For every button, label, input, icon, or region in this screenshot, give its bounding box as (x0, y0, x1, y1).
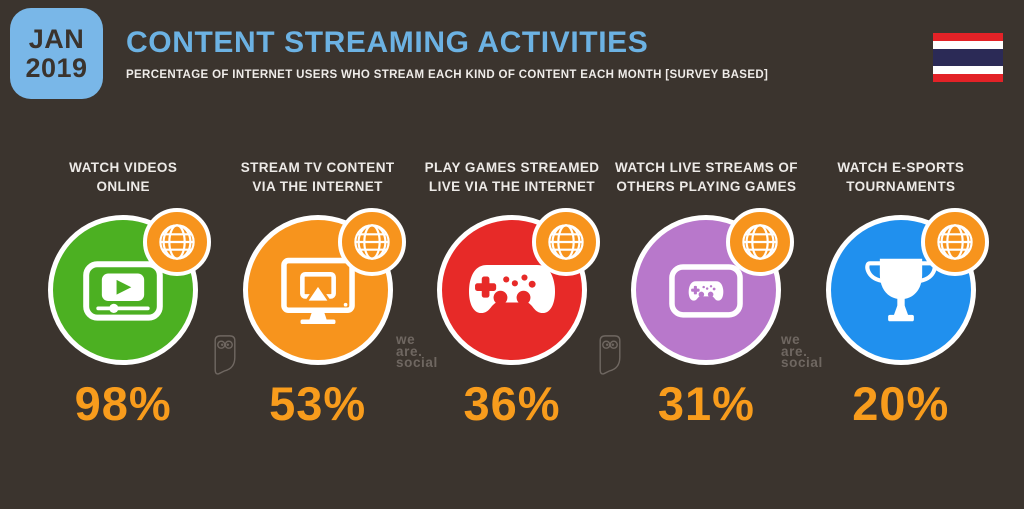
stat-column-play-games: PLAY GAMES STREAMED LIVE VIA THE INTERNE… (415, 158, 609, 427)
thailand-flag-icon (933, 33, 1003, 83)
stat-column-watch-videos: WATCH VIDEOS ONLINE (26, 158, 220, 427)
hootsuite-owl-icon (595, 334, 625, 381)
stat-column-watch-streams: WATCH LIVE STREAMS OF OTHERS PLAYING GAM… (609, 158, 803, 427)
flag-stripe-red (933, 73, 1003, 83)
stat-icon-circle (242, 208, 406, 365)
page-subtitle: PERCENTAGE OF INTERNET USERS WHO STREAM … (126, 69, 769, 81)
globe-badge-icon (337, 208, 406, 276)
stat-value: 98% (74, 377, 172, 430)
stat-icon-circle (631, 208, 795, 365)
globe-badge-icon (920, 208, 989, 276)
wearesocial-watermark: we are. social (396, 332, 438, 370)
date-year: 2019 (25, 52, 88, 83)
page-title: CONTENT STREAMING ACTIVITIES (126, 26, 649, 59)
tv-airplay-icon (242, 215, 393, 365)
date-month: JAN (28, 23, 85, 54)
globe-badge-icon (143, 208, 212, 276)
globe-badge-icon (532, 208, 601, 276)
stat-label: WATCH E-SPORTS TOURNAMENTS (837, 160, 965, 194)
stat-label: WATCH LIVE STREAMS OF OTHERS PLAYING GAM… (614, 160, 798, 194)
stat-columns: WATCH VIDEOS ONLINE (0, 158, 1024, 427)
stat-value: 31% (657, 377, 755, 430)
flag-stripe-white (933, 65, 1003, 74)
stat-value: 36% (463, 377, 561, 430)
stat-column-stream-tv: STREAM TV CONTENT VIA THE INTERNET (220, 158, 414, 427)
stat-icon-circle (825, 208, 989, 365)
stat-icon-circle (48, 208, 212, 365)
stat-label: WATCH VIDEOS ONLINE (69, 160, 178, 194)
stat-label: PLAY GAMES STREAMED LIVE VIA THE INTERNE… (424, 160, 600, 194)
stat-column-esports: WATCH E-SPORTS TOURNAMENTS (804, 158, 998, 427)
wearesocial-watermark: we are. social (781, 332, 823, 370)
globe-badge-icon (726, 208, 795, 276)
header: CONTENT STREAMING ACTIVITIES PERCENTAGE … (126, 26, 768, 81)
date-badge: JAN 2019 (10, 8, 103, 99)
flag-stripe-red (933, 33, 1003, 42)
stat-value: 53% (269, 377, 367, 430)
hootsuite-owl-icon (210, 334, 240, 381)
flag-stripe-white (933, 41, 1003, 50)
stat-label: STREAM TV CONTENT VIA THE INTERNET (240, 160, 395, 194)
stat-value: 20% (852, 377, 950, 430)
flag-stripe-navy (933, 49, 1003, 66)
stat-icon-circle (437, 208, 601, 365)
